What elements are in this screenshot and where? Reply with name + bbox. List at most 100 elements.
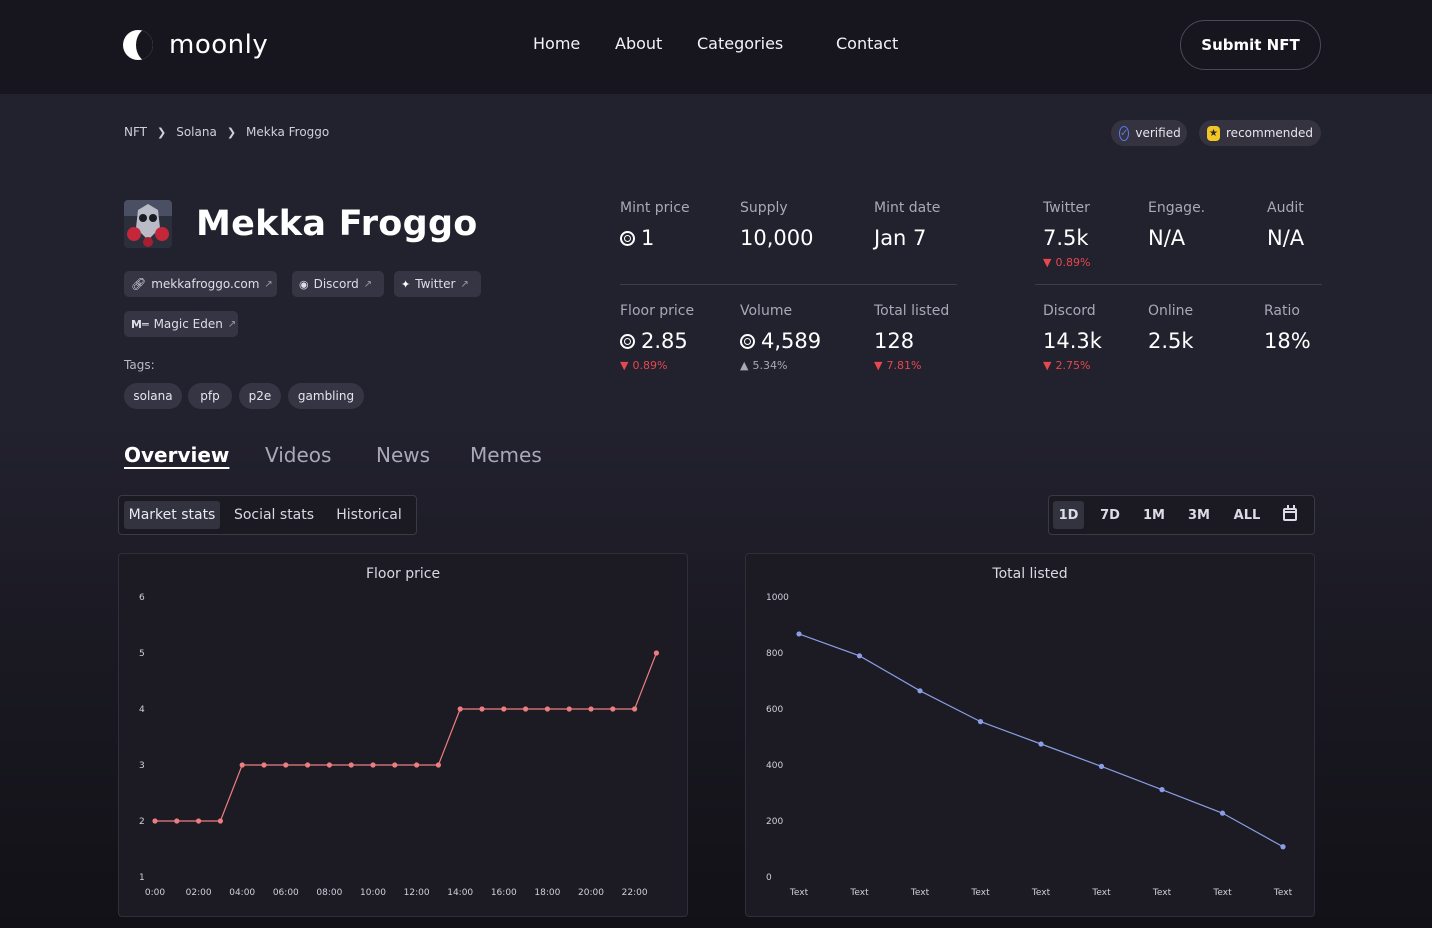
x-tick-label: Text: [970, 888, 990, 898]
data-point: [348, 762, 354, 768]
stat-discord: Discord 14.3k ▼ 2.75%: [1043, 303, 1102, 372]
nav-home[interactable]: Home: [533, 34, 581, 53]
tab-videos[interactable]: Videos: [265, 443, 332, 467]
tab-overview[interactable]: Overview: [124, 443, 230, 467]
series-line: [798, 633, 1284, 848]
moon-logo-icon: [123, 30, 153, 60]
breadcrumb-nft[interactable]: NFT: [124, 125, 147, 139]
stat-supply: Supply 10,000: [740, 200, 814, 250]
data-point: [856, 653, 863, 659]
y-tick-label: 6: [139, 593, 145, 603]
solana-icon: [740, 333, 755, 349]
data-point: [326, 762, 332, 768]
y-tick-label: 400: [766, 761, 783, 771]
data-point: [977, 719, 984, 725]
submit-nft-button[interactable]: Submit NFT: [1180, 20, 1321, 70]
floor-price-chart: 1 2 3 4 5 6 0:00 02:00 04:00 06:00 08:00 10:00 12:00…: [139, 593, 660, 898]
breadcrumb: NFT ❯ Solana ❯ Mekka Froggo: [124, 125, 329, 139]
external-link-icon: ↗: [460, 278, 469, 290]
range-1m[interactable]: 1M: [1143, 507, 1165, 523]
y-tick-label: 1000: [766, 593, 789, 603]
tab-news[interactable]: News: [376, 443, 431, 467]
x-tick-label: Text: [1212, 888, 1232, 898]
x-tick-label: Text: [910, 888, 930, 898]
x-tick-label: 18:00: [534, 888, 560, 898]
data-point: [370, 762, 376, 768]
logo[interactable]: moonly: [123, 28, 268, 62]
total-listed-chart-panel: Total listed 0 200 400 600 800 1000 Text Text Te…: [745, 553, 1315, 917]
nav-contact[interactable]: Contact: [836, 34, 899, 53]
data-point: [544, 706, 550, 712]
stat-online: Online 2.5k: [1148, 303, 1194, 353]
data-point: [1038, 741, 1044, 747]
external-link-icon: ↗: [363, 278, 373, 290]
time-range-selector: 1D 7D 1M 3M ALL: [1048, 495, 1315, 535]
chart-title: Floor price: [365, 566, 441, 582]
data-point: [152, 818, 158, 824]
tag-solana[interactable]: solana: [124, 383, 182, 409]
data-point: [414, 762, 420, 768]
data-point: [457, 706, 463, 712]
data-point: [392, 762, 398, 768]
link-icon: 🔗︎: [131, 277, 147, 291]
tags-label: Tags:: [124, 358, 155, 372]
magic-eden-icon: M═: [131, 317, 149, 331]
external-link-icon: ↗: [227, 318, 237, 330]
stats-divider: [1035, 284, 1322, 285]
x-tick-label: Text: [789, 888, 809, 898]
breadcrumb-current: Mekka Froggo: [246, 125, 330, 139]
range-3m[interactable]: 3M: [1188, 507, 1210, 523]
x-tick-label: 16:00: [491, 888, 517, 898]
data-point: [283, 762, 289, 768]
nav-categories[interactable]: Categories: [697, 34, 784, 53]
recommended-label: recommended: [1226, 126, 1313, 140]
data-point: [174, 818, 180, 824]
x-tick-label: 14:00: [447, 888, 473, 898]
calendar-icon[interactable]: [1283, 505, 1297, 521]
tab-memes[interactable]: Memes: [470, 443, 542, 467]
breadcrumb-solana[interactable]: Solana: [176, 125, 217, 139]
website-link[interactable]: 🔗︎ mekkafroggo.com ↗: [124, 271, 277, 297]
verified-badge: ✓ verified: [1111, 120, 1187, 146]
range-7d[interactable]: 7D: [1100, 507, 1120, 523]
x-tick-label: Text: [1031, 888, 1051, 898]
subtab-historical[interactable]: Historical: [336, 507, 402, 523]
data-point: [917, 688, 923, 694]
range-1d[interactable]: 1D: [1053, 501, 1084, 529]
caret-down-icon: ▼: [1043, 359, 1052, 372]
x-tick-label: Text: [1091, 888, 1111, 898]
subtab-social-stats[interactable]: Social stats: [233, 507, 315, 523]
data-point: [1280, 844, 1286, 850]
data-point: [239, 762, 245, 768]
x-tick-label: 12:00: [404, 888, 430, 898]
x-tick-label: Text: [849, 888, 869, 898]
top-navbar: moonly Home About Categories Contact Sub…: [0, 0, 1432, 94]
project-title: Mekka Froggo: [196, 204, 478, 244]
data-point: [305, 762, 311, 768]
tag-pfp[interactable]: pfp: [188, 383, 232, 409]
nav-about[interactable]: About: [615, 34, 663, 53]
data-point: [435, 762, 441, 768]
y-tick-label: 5: [139, 649, 145, 659]
x-tick-label: 0:00: [145, 888, 165, 898]
content-tabs: Overview Videos News Memes: [0, 443, 1432, 473]
data-point: [566, 706, 572, 712]
y-tick-label: 600: [766, 705, 783, 715]
tag-gambling[interactable]: gambling: [288, 383, 364, 409]
shield-icon: ★: [1207, 125, 1221, 141]
magic-eden-link[interactable]: M═ Magic Eden ↗: [124, 311, 238, 337]
tag-p2e[interactable]: p2e: [239, 383, 281, 409]
range-all[interactable]: ALL: [1233, 507, 1261, 523]
caret-up-icon: ▲: [740, 359, 749, 372]
x-tick-label: 10:00: [360, 888, 386, 898]
twitter-link[interactable]: ✦ Twitter ↗: [394, 271, 481, 297]
y-tick-label: 3: [139, 761, 145, 771]
chevron-right-icon: ❯: [226, 125, 237, 139]
subtab-market-stats[interactable]: Market stats: [124, 501, 220, 529]
solana-icon: [620, 230, 635, 246]
stat-engage: Engage. N/A: [1148, 200, 1206, 250]
twitter-icon: ✦: [401, 277, 411, 291]
y-tick-label: 2: [139, 817, 145, 827]
check-circle-icon: ✓: [1119, 125, 1130, 141]
discord-link[interactable]: ◉ Discord ↗: [292, 271, 384, 297]
